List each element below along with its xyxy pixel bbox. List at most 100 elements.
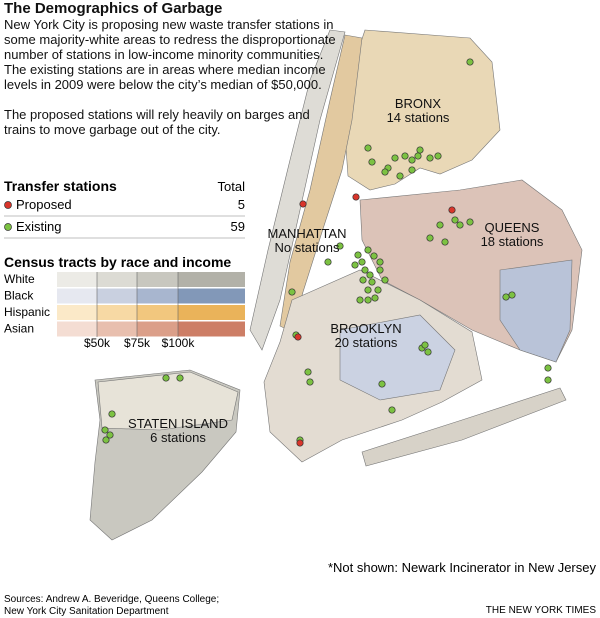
swatch [178, 272, 245, 287]
swatch [178, 305, 245, 320]
existing-station [359, 276, 367, 284]
swatch [97, 305, 137, 320]
borough-name: BRONX [395, 96, 442, 111]
income-label: $75k [124, 336, 151, 350]
existing-station [401, 152, 409, 160]
proposed-station [294, 333, 302, 341]
existing-station [544, 376, 552, 384]
existing-station [378, 380, 386, 388]
swatch [137, 305, 178, 320]
intro-paragraph: New York City is proposing new waste tra… [4, 17, 336, 92]
existing-station [368, 278, 376, 286]
swatch [97, 321, 137, 337]
existing-station [424, 348, 432, 356]
borough-name: STATEN ISLAND [128, 416, 228, 431]
borough-note: 18 stations [481, 234, 544, 249]
existing-station [414, 152, 422, 160]
existing-station [361, 266, 369, 274]
existing-station [306, 378, 314, 386]
stations [101, 58, 552, 447]
existing-station [388, 406, 396, 414]
swatch [57, 305, 97, 320]
existing-station [436, 221, 444, 229]
rockaway [361, 387, 567, 467]
existing-station [102, 436, 110, 444]
existing-station [391, 154, 399, 162]
existing-station [426, 154, 434, 162]
existing-station [368, 158, 376, 166]
census-row-label: Black [4, 289, 34, 303]
income-label: $50k [84, 336, 111, 350]
existing-station [288, 288, 296, 296]
legend: Transfer stations Total Proposed 5 Existing 5… [4, 178, 245, 350]
existing-station [408, 166, 416, 174]
swatch [57, 272, 97, 287]
swatch [97, 272, 137, 287]
borough-note: 20 stations [335, 335, 398, 350]
existing-station [408, 156, 416, 164]
legend-dot [4, 223, 12, 231]
swatch [137, 288, 178, 304]
existing-station [371, 294, 379, 302]
queens-east [499, 259, 573, 363]
existing-station [416, 146, 424, 154]
existing-station [351, 261, 359, 269]
sources: Sources: Andrew A. Beveridge, Queens Col… [4, 594, 219, 605]
borough-name: QUEENS [485, 220, 540, 235]
existing-station [304, 368, 312, 376]
borough-note: 6 stations [150, 430, 206, 445]
existing-station [374, 286, 382, 294]
staten-island-north [97, 371, 239, 431]
income-label: $100k [162, 336, 196, 350]
census-title: Census tracts by race and income [4, 254, 231, 270]
existing-station [354, 251, 362, 259]
existing-station [421, 341, 429, 349]
existing-station [381, 276, 389, 284]
swatch [57, 288, 97, 304]
existing-station [544, 364, 552, 372]
borough-note: 14 stations [387, 110, 450, 125]
existing-station [451, 216, 459, 224]
legend-total: 5 [238, 197, 245, 212]
existing-station [396, 172, 404, 180]
existing-station [426, 234, 434, 242]
swatch [137, 272, 178, 287]
intro: New York City is proposing new waste tra… [4, 17, 342, 152]
existing-station [162, 374, 170, 382]
existing-station [358, 258, 366, 266]
credit: THE NEW YORK TIMES [486, 605, 597, 616]
existing-station [466, 58, 474, 66]
brooklyn-central [339, 314, 456, 401]
existing-station [356, 296, 364, 304]
existing-station [376, 258, 384, 266]
proposed-station [296, 439, 304, 447]
existing-station [364, 144, 372, 152]
existing-station [466, 218, 474, 226]
legend-label: Proposed [16, 197, 72, 212]
existing-station [441, 238, 449, 246]
landmass [89, 29, 583, 541]
existing-station [108, 410, 116, 418]
title: The Demographics of Garbage [4, 0, 223, 17]
swatch [137, 321, 178, 337]
existing-station [502, 293, 510, 301]
existing-station [381, 168, 389, 176]
borough-note: No stations [274, 240, 340, 255]
existing-station [508, 291, 516, 299]
new-jersey-shore [249, 29, 346, 351]
existing-station [364, 286, 372, 294]
swatch [178, 321, 245, 337]
legend-label: Existing [16, 219, 62, 234]
existing-station [456, 221, 464, 229]
existing-station [336, 242, 344, 250]
existing-station [324, 258, 332, 266]
proposed-station [299, 200, 307, 208]
existing-station [176, 374, 184, 382]
borough-name: BROOKLYN [330, 321, 401, 336]
existing-station [370, 252, 378, 260]
intro-paragraph: The proposed stations will rely heavily … [4, 107, 310, 137]
existing-station [364, 296, 372, 304]
legend-total: 59 [231, 219, 245, 234]
legend-title: Transfer stations [4, 178, 117, 194]
